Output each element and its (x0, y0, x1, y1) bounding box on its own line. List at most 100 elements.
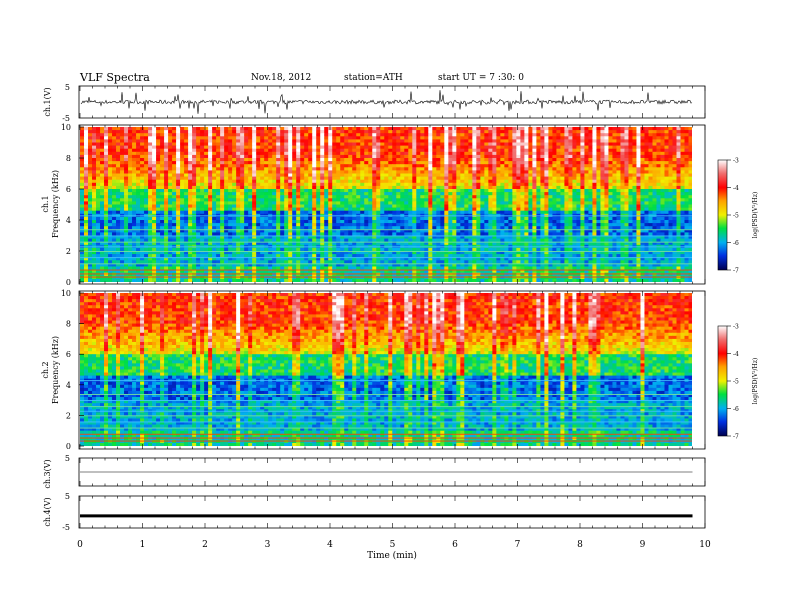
spectrogram-cell (624, 216, 629, 221)
spectrogram-cell (300, 182, 305, 187)
spectrogram-cell (236, 170, 241, 174)
spectrogram-cell (292, 127, 297, 131)
spectrogram-cell (276, 136, 281, 140)
spectrogram-cell (592, 192, 597, 196)
spectrogram-cell (252, 216, 257, 221)
spectrogram-cell (316, 145, 321, 149)
spectrogram-cell (172, 179, 177, 184)
spectrogram-cell (324, 151, 329, 156)
spectrogram-cell (244, 161, 249, 165)
spectrogram-cell (160, 133, 165, 137)
spectrogram-cell (440, 142, 445, 146)
spectrogram-cell (552, 173, 557, 177)
spectrogram-cell (360, 148, 365, 153)
spectrogram-cell (576, 158, 581, 162)
spectrogram-cell (180, 179, 185, 184)
spectrogram-cell (232, 223, 237, 227)
spectrogram-cell (244, 145, 249, 149)
spectrogram-cell (464, 142, 469, 146)
spectrogram-cell (220, 158, 225, 162)
spectrogram-cell (356, 220, 361, 224)
spectrogram-cell (188, 130, 193, 134)
spectrogram-cell (216, 167, 221, 171)
spectrogram-cell (592, 164, 597, 168)
spectrogram-cell (324, 185, 329, 190)
spectrogram-cell (528, 185, 533, 190)
spectrogram-cell (436, 136, 441, 140)
spectrogram-cell (132, 204, 137, 208)
spectrogram-cell (348, 136, 353, 140)
spectrogram-cell (88, 133, 93, 137)
spectrogram-cell (576, 133, 581, 137)
spectrogram-cell (276, 148, 281, 153)
spectrogram-cell (220, 179, 225, 184)
spectrogram-cell (372, 136, 377, 140)
spectrogram-cell (644, 192, 649, 196)
spectrogram-cell (332, 161, 337, 165)
spectrogram-cell (372, 204, 377, 208)
spectrogram-cell (196, 195, 201, 199)
spectrogram-cell (640, 142, 645, 146)
spectrogram-cell (532, 139, 537, 143)
spectrogram-cell (84, 198, 89, 202)
spectrogram-cell (176, 133, 181, 137)
spectrogram-cell (344, 139, 349, 143)
spectrogram-cell (496, 192, 501, 196)
spectrogram-cell (632, 127, 637, 131)
spectrogram-cell (412, 195, 417, 199)
spectrogram-cell (152, 151, 157, 156)
spectrogram-cell (372, 182, 377, 187)
spectrogram-cell (428, 189, 433, 193)
spectrogram-cell (424, 161, 429, 165)
spectrogram-cell (432, 192, 437, 196)
spectrogram-cell (256, 192, 261, 196)
spectrogram-cell (264, 201, 269, 205)
spectrogram-cell (400, 170, 405, 174)
spectrogram-cell (200, 210, 205, 215)
spectrogram-cell (624, 182, 629, 187)
spectrogram-cell (564, 210, 569, 215)
spectrogram-cell (268, 158, 273, 162)
spectrogram-cell (504, 207, 509, 211)
spectrogram-cell (664, 182, 669, 187)
spectrogram-cell (500, 179, 505, 184)
spectrogram-cell (516, 145, 521, 149)
spectrogram-cell (152, 179, 157, 184)
spectrogram-cell (496, 216, 501, 221)
spectrogram-cell (100, 192, 105, 196)
spectrogram-cell (628, 182, 633, 187)
spectrogram-cell (636, 164, 641, 168)
spectrogram-cell (464, 207, 469, 211)
spectrogram-cell (652, 207, 657, 211)
spectrogram-cell (532, 204, 537, 208)
spectrogram-cell (216, 179, 221, 184)
spectrogram-cell (592, 148, 597, 153)
spectrogram-cell (416, 167, 421, 171)
spectrogram-cell (380, 173, 385, 177)
spectrogram-cell (212, 139, 217, 143)
spectrogram-cell (588, 223, 593, 227)
spectrogram-cell (592, 133, 597, 137)
spectrogram-cell (412, 179, 417, 184)
spectrogram-cell (196, 173, 201, 177)
spectrogram-cell (456, 179, 461, 184)
spectrogram-cell (372, 185, 377, 190)
spectrogram-cell (408, 226, 413, 230)
spectrogram-cell (404, 142, 409, 146)
spectrogram-cell (300, 127, 305, 131)
spectrogram-cell (608, 201, 613, 205)
spectrogram-cell (408, 192, 413, 196)
spectrogram-cell (652, 173, 657, 177)
spectrogram-cell (256, 130, 261, 134)
spectrogram-cell (320, 173, 325, 177)
spectrogram-cell (536, 130, 541, 134)
spectrogram-cell (412, 189, 417, 193)
spectrogram-cell (612, 164, 617, 168)
spectrogram-cell (84, 161, 89, 165)
spectrogram-cell (684, 216, 689, 221)
spectrogram-cell (80, 179, 85, 184)
spectrogram-cell (136, 220, 141, 224)
spectrogram-cell (544, 207, 549, 211)
spectrogram-cell (220, 226, 225, 230)
spectrogram-cell (300, 220, 305, 224)
